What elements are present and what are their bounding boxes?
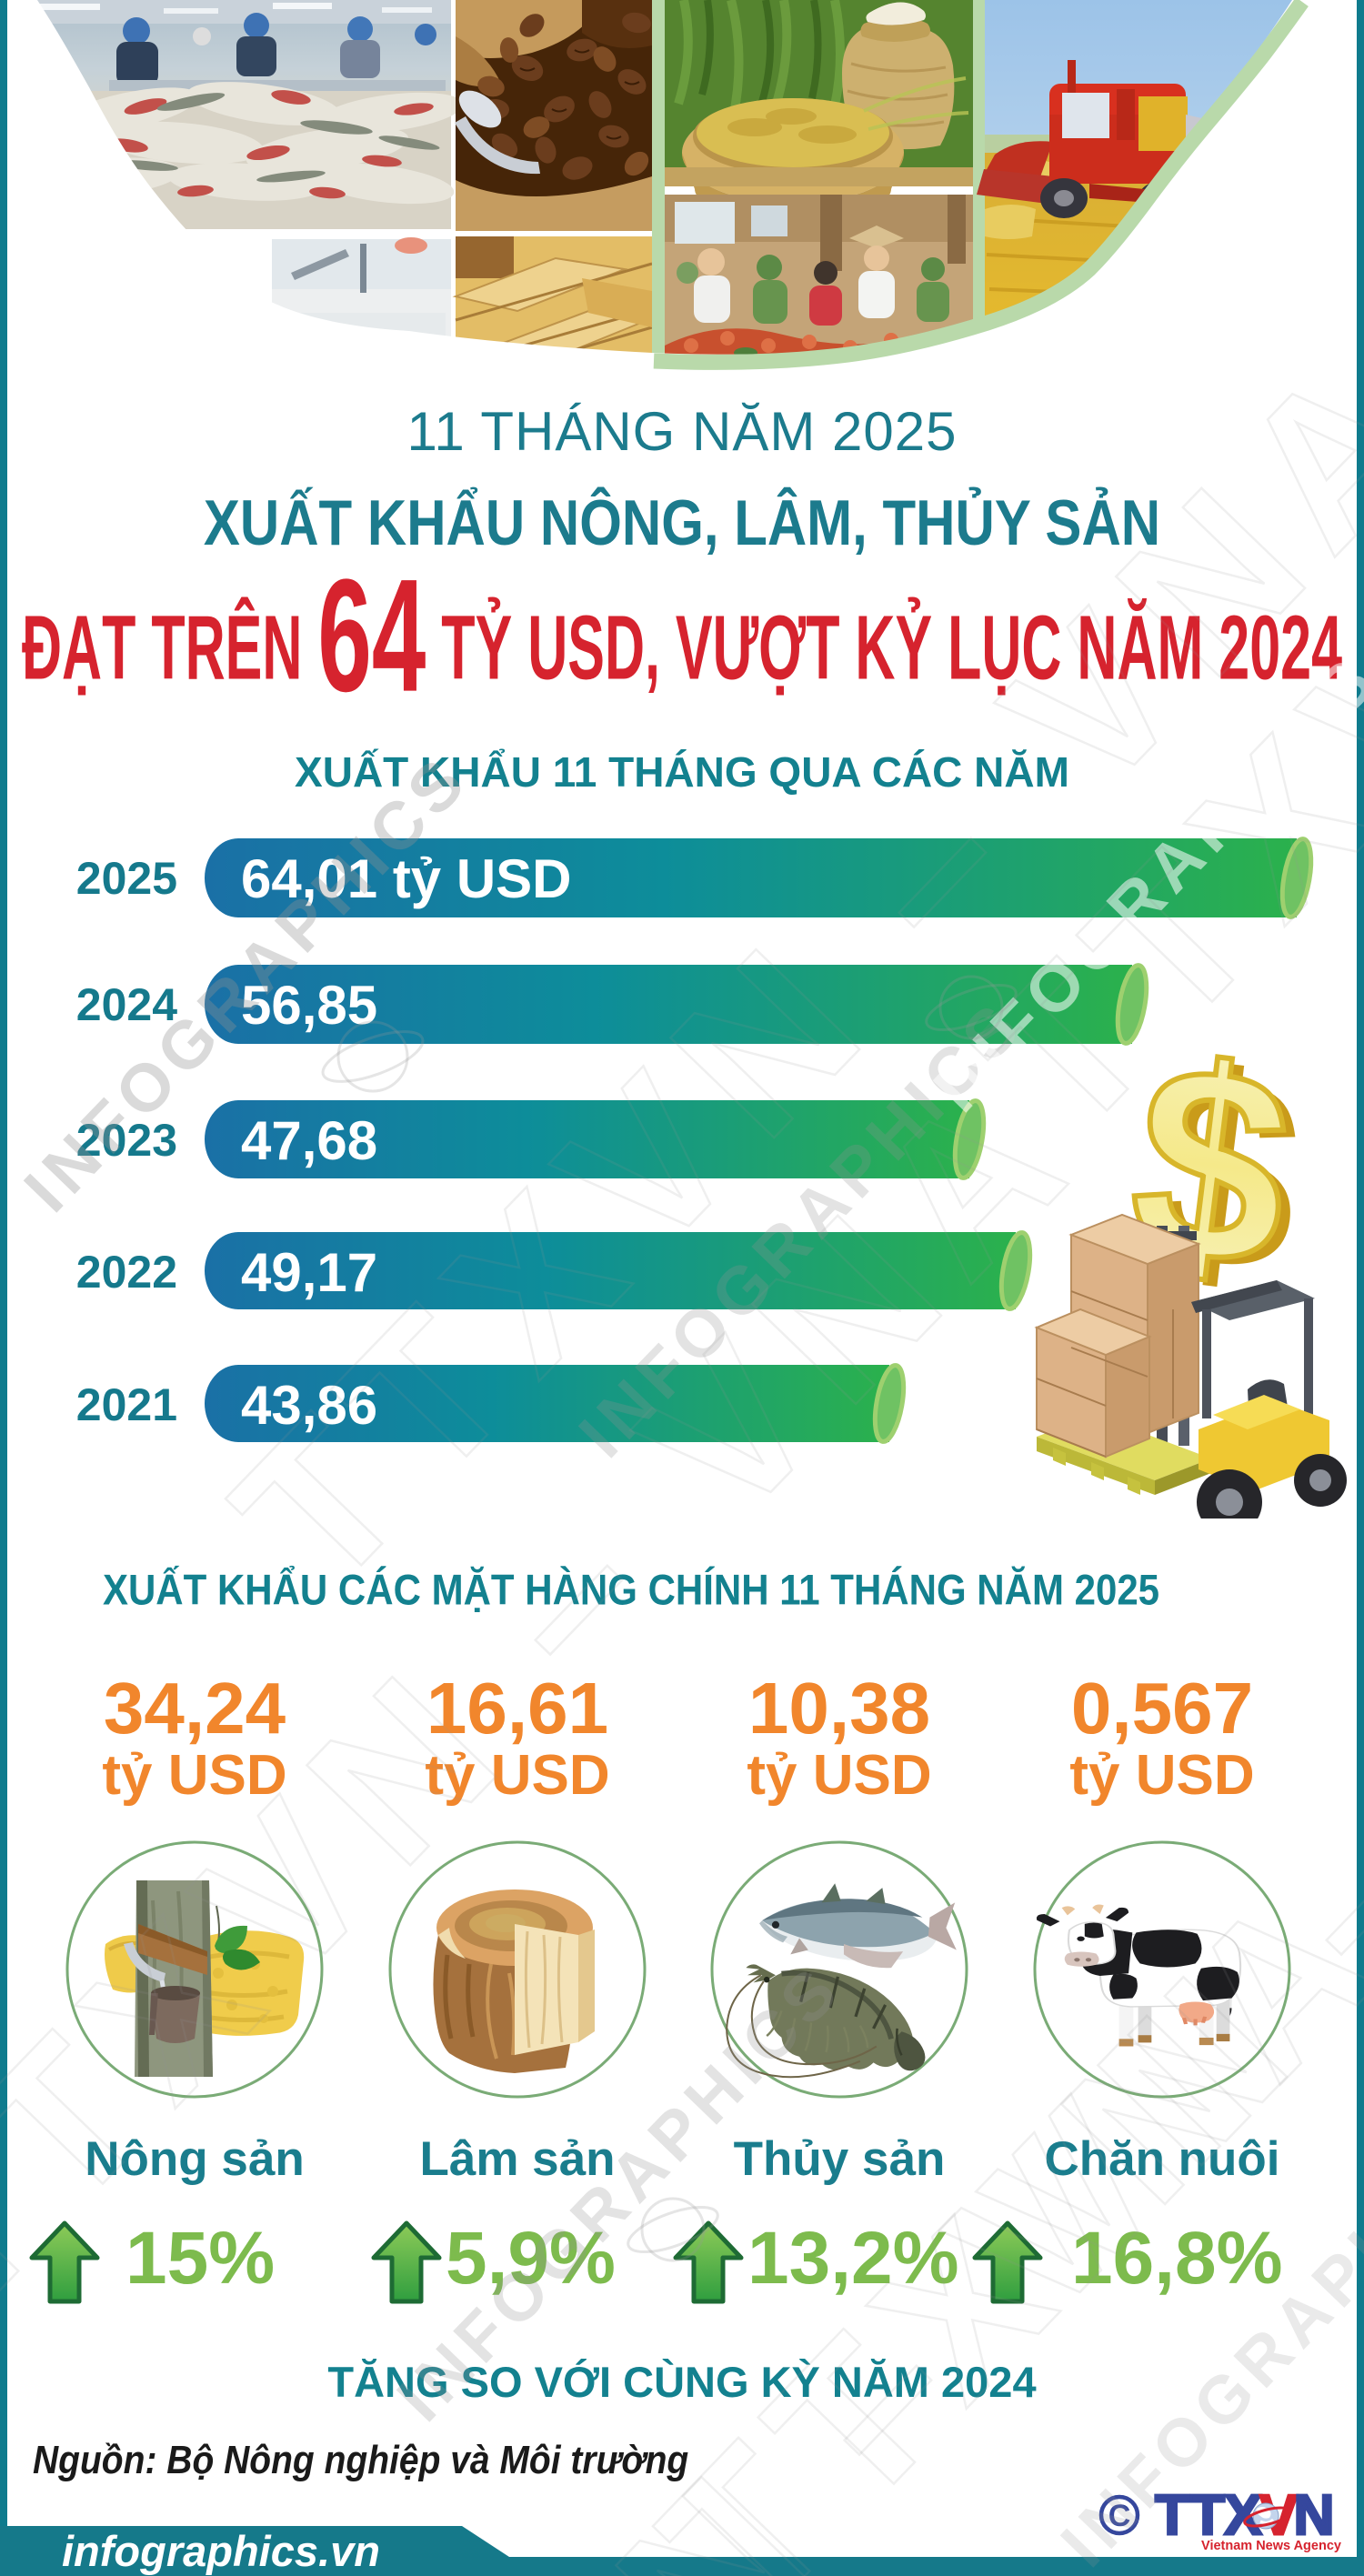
svg-text:Vietnam News Agency: Vietnam News Agency [1201,2539,1341,2553]
svg-text:2021: 2021 [76,1379,177,1430]
svg-text:15%: 15% [125,2217,275,2300]
svg-text:16,8%: 16,8% [1071,2217,1283,2300]
svg-text:49,17: 49,17 [241,1242,377,1303]
svg-text:47,68: 47,68 [241,1110,377,1171]
svg-text:N: N [1294,2484,1335,2547]
svg-text:56,85: 56,85 [241,975,377,1036]
svg-text:5,9%: 5,9% [446,2217,616,2300]
svg-text:43,86: 43,86 [241,1375,377,1436]
svg-text:2023: 2023 [76,1115,177,1166]
svg-text:64,01 tỷ USD: 64,01 tỷ USD [241,848,572,909]
svg-text:2024: 2024 [76,979,177,1030]
svg-text:13,2%: 13,2% [747,2217,959,2300]
svg-text:infographics.vn: infographics.vn [62,2527,380,2575]
svg-text:2025: 2025 [76,853,177,904]
svg-text:2022: 2022 [76,1247,177,1298]
svg-text:T: T [1190,2484,1225,2547]
svg-text:T: T [1155,2484,1189,2547]
svg-text:C: C [1108,2499,1131,2533]
